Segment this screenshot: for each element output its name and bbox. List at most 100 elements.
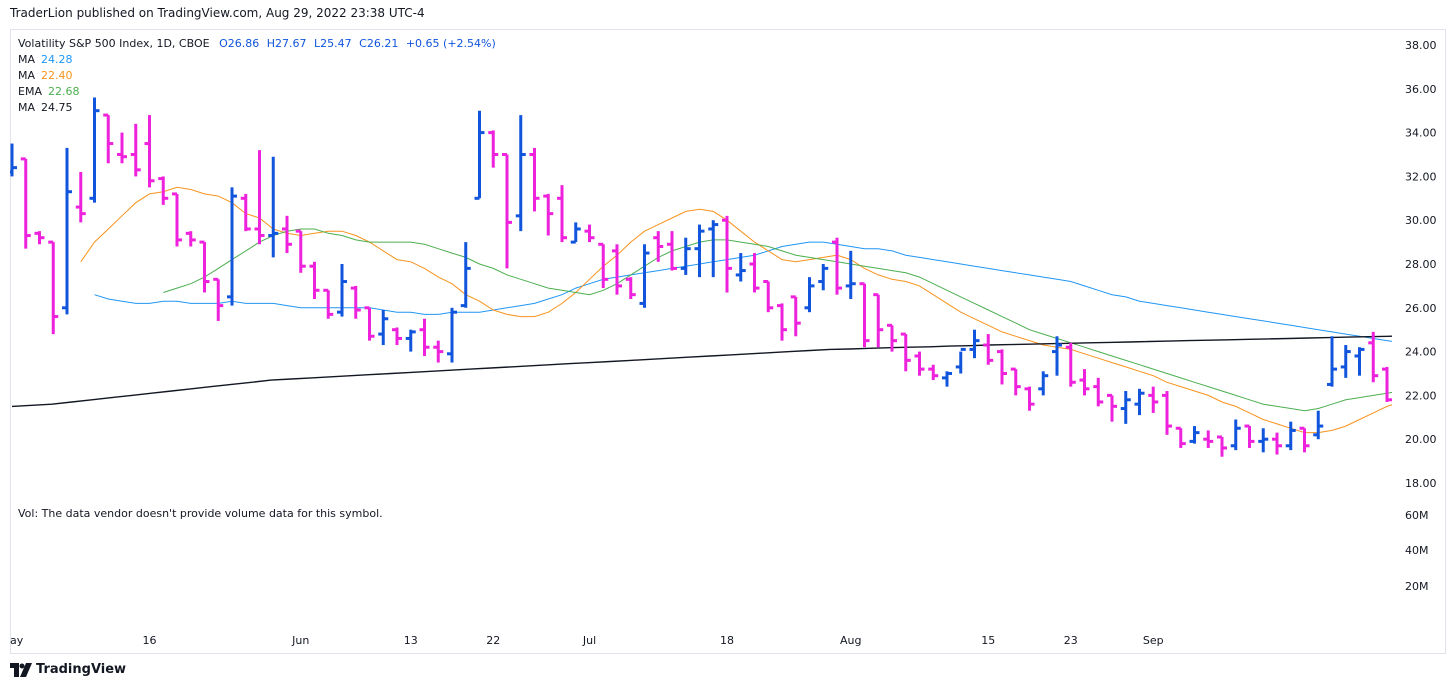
time-axis-label: 22 xyxy=(486,634,500,647)
ohlc-bar xyxy=(515,115,526,232)
ohlc-bar xyxy=(584,224,595,243)
ohlc-bar xyxy=(378,309,389,346)
ohlc-bar xyxy=(323,288,334,319)
volume-axis-label: 20M xyxy=(1405,580,1429,593)
legend-close: 26.21 xyxy=(366,37,399,50)
indicator-name: MA xyxy=(18,69,36,82)
ohlc-bar xyxy=(20,157,31,249)
time-axis-label: 16 xyxy=(143,634,157,647)
legend-low: 25.47 xyxy=(320,37,352,50)
price-axis-label: 36.00 xyxy=(1405,83,1437,96)
indicator-value: 24.28 xyxy=(41,53,73,66)
ohlc-bar xyxy=(557,185,567,243)
ohlc-bar xyxy=(790,295,801,337)
ohlc-bar xyxy=(1203,430,1214,448)
volume-note: Vol: The data vendor doesn't provide vol… xyxy=(18,507,383,520)
ohlc-bar xyxy=(144,115,155,188)
price-axis-label: 20.00 xyxy=(1405,433,1437,446)
ohlc-bar xyxy=(804,277,815,313)
ema-green-line xyxy=(163,228,1392,412)
ohlc-bar xyxy=(1107,393,1117,422)
plot-area[interactable] xyxy=(7,97,1433,457)
ohlc-bar xyxy=(1148,386,1159,413)
ohlc-bar xyxy=(955,347,966,374)
ohlc-bar xyxy=(1382,366,1392,402)
ohlc-bar xyxy=(818,264,829,291)
ohlc-bar xyxy=(240,193,251,232)
ohlc-bar xyxy=(749,253,760,293)
ohlc-bar xyxy=(350,285,361,319)
indicator-name: MA xyxy=(18,101,36,114)
ohlc-bar xyxy=(1327,336,1337,387)
indicator-name: EMA xyxy=(18,85,42,98)
ohlc-bar xyxy=(1189,426,1200,444)
ohlc-bar xyxy=(763,280,774,313)
ohlc-bar xyxy=(117,132,127,164)
legend-indicator-ma-blue[interactable]: MA 24.28 xyxy=(18,52,496,68)
ohlc-bar xyxy=(942,371,952,387)
time-axis-label: Aug xyxy=(840,634,861,647)
legend-indicator-ema-green[interactable]: EMA 22.68 xyxy=(18,84,496,100)
ohlc-bar xyxy=(529,147,540,212)
price-axis-label: 24.00 xyxy=(1405,346,1437,359)
ohlc-bar xyxy=(419,318,430,356)
ohlc-bar xyxy=(928,364,939,381)
ohlc-bar xyxy=(1313,410,1324,440)
ohlc-bar xyxy=(1244,424,1255,448)
ohlc-bar xyxy=(75,172,86,223)
legend-high-label: H xyxy=(266,37,276,50)
price-axis-label: 38.00 xyxy=(1405,39,1437,52)
legend-change: +0.65 (+2.54%) xyxy=(405,37,496,50)
tradingview-brand[interactable]: TradingView xyxy=(10,662,126,677)
ohlc-bar xyxy=(282,215,292,254)
ohlc-bar xyxy=(1038,371,1049,396)
ohlc-bar xyxy=(598,242,609,289)
ohlc-bar xyxy=(103,113,114,164)
price-axis-label: 28.00 xyxy=(1405,258,1437,271)
ohlc-bar xyxy=(722,215,732,293)
legend-indicator-ma-orange[interactable]: MA 22.40 xyxy=(18,68,496,84)
time-axis-label: Sep xyxy=(1143,634,1164,647)
price-axis-label: 30.00 xyxy=(1405,214,1437,227)
time-axis-label: Jun xyxy=(291,634,309,647)
ohlc-bar xyxy=(254,150,265,245)
indicator-value: 22.40 xyxy=(41,69,73,82)
ohlc-bar xyxy=(1368,331,1379,383)
ohlc-bar xyxy=(969,329,980,359)
ohlc-bar xyxy=(1299,426,1310,453)
ohlc-bar xyxy=(1079,369,1090,396)
legend-close-label: C xyxy=(359,37,367,50)
ohlc-bar xyxy=(1340,345,1351,378)
legend-indicator-ma-black[interactable]: MA 24.75 xyxy=(18,100,496,116)
legend-symbol-row[interactable]: Volatility S&P 500 Index, 1D, CBOE O26.8… xyxy=(18,36,496,52)
ohlc-bar xyxy=(48,240,59,335)
legend-symbol: Volatility S&P 500 Index, 1D, CBOE xyxy=(18,37,210,50)
ohlc-bar xyxy=(1175,426,1186,448)
time-axis-label: 18 xyxy=(720,634,734,647)
ohlc-bar xyxy=(130,123,141,177)
ohlc-bar xyxy=(680,237,691,275)
ohlc-bar xyxy=(172,192,182,247)
ma-blue-line xyxy=(94,241,1392,342)
legend-high: 27.67 xyxy=(275,37,307,50)
tradingview-logo-icon xyxy=(10,662,32,677)
ohlc-bar xyxy=(845,250,856,300)
ohlc-bar xyxy=(34,231,45,245)
indicator-value: 24.75 xyxy=(41,101,73,114)
indicator-name: MA xyxy=(18,53,36,66)
chart-frame[interactable] xyxy=(10,29,1446,654)
ohlc-bar xyxy=(295,229,306,273)
ohlc-bar xyxy=(887,323,897,352)
time-axis-label: 13 xyxy=(404,634,418,647)
ohlc-bar xyxy=(914,351,925,376)
ohlc-bar xyxy=(474,110,485,200)
ohlc-bar xyxy=(873,293,884,348)
legend-open: 26.86 xyxy=(227,37,260,50)
ohlc-bar xyxy=(1285,421,1296,451)
publisher-line: TraderLion published on TradingView.com,… xyxy=(10,6,425,20)
ohlc-bar xyxy=(570,222,581,244)
time-axis-label: ay xyxy=(10,634,24,647)
ohlc-bar xyxy=(309,261,320,300)
ohlc-bar xyxy=(1230,419,1241,451)
